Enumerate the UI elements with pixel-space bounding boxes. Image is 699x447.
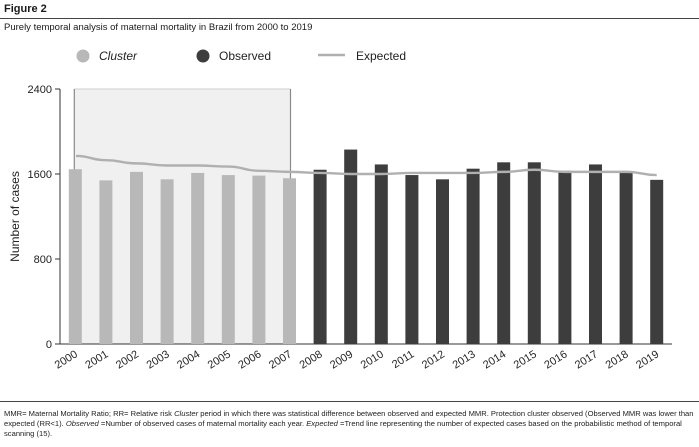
observed-bar — [313, 169, 327, 344]
figure-label: Figure 2 — [4, 3, 47, 15]
figure-caption: MMR= Maternal Mortality Ratio; RR= Relat… — [4, 409, 694, 439]
observed-bar — [374, 164, 388, 344]
y-tick-label: 0 — [46, 339, 52, 351]
cluster-bar — [283, 178, 296, 344]
top-rule — [0, 18, 699, 19]
caption-cluster-definition: period in which there was statistical di… — [4, 409, 694, 428]
observed-bar — [497, 162, 511, 344]
cluster-bar — [191, 172, 205, 344]
cluster-bar — [99, 180, 113, 344]
x-tick-label: 2004 — [175, 348, 202, 371]
chart-title: Purely temporal analysis of maternal mor… — [4, 22, 313, 33]
x-tick-label: 2011 — [390, 348, 416, 371]
x-tick-label: 2013 — [451, 348, 478, 371]
x-tick-label: 2015 — [512, 348, 539, 371]
x-tick-label: 2005 — [206, 348, 233, 371]
caption-expected-definition: =Trend line representing the number of e… — [4, 419, 682, 438]
x-tick-label: 2018 — [604, 348, 631, 371]
caption-observed-word: Observed — [65, 419, 99, 428]
cluster-bar — [68, 169, 82, 344]
legend-label: Observed — [219, 49, 271, 63]
x-tick-label: 2000 — [53, 348, 80, 371]
legend-swatch — [196, 49, 210, 63]
cluster-bar — [221, 175, 235, 344]
cluster-bar — [160, 179, 174, 344]
x-tick-label: 2017 — [573, 348, 600, 371]
y-axis-label: Number of cases — [8, 171, 22, 262]
x-tick-label: 2007 — [267, 348, 294, 371]
x-tick-label: 2012 — [420, 348, 447, 371]
x-tick-label: 2019 — [634, 348, 661, 371]
observed-bar — [589, 164, 602, 344]
y-tick-label: 800 — [34, 254, 52, 266]
cluster-bar — [130, 171, 143, 344]
x-tick-label: 2014 — [481, 348, 508, 371]
observed-bar — [436, 179, 449, 344]
legend-swatch — [76, 49, 90, 63]
observed-bar — [405, 175, 419, 344]
observed-bar — [466, 168, 480, 344]
y-tick-label: 2400 — [28, 84, 52, 96]
x-tick-label: 2009 — [328, 348, 355, 371]
caption-cluster-word: Cluster — [174, 409, 199, 418]
observed-bar — [344, 149, 358, 344]
x-tick-label: 2008 — [298, 348, 325, 371]
legend-label: Expected — [356, 49, 406, 63]
x-tick-label: 2006 — [236, 348, 263, 371]
x-tick-label: 2002 — [114, 348, 141, 371]
observed-bar — [619, 172, 633, 344]
bottom-rule — [0, 401, 699, 402]
caption-mmr-definition: MMR= Maternal Mortality Ratio; RR= Relat… — [4, 409, 175, 418]
observed-bar — [558, 170, 572, 344]
caption-expected-word: Expected — [306, 419, 338, 428]
y-tick-label: 1600 — [28, 169, 52, 181]
observed-bar — [527, 162, 541, 344]
caption-observed-definition: =Number of observed cases of maternal mo… — [98, 419, 307, 428]
expected-trend-line — [75, 154, 657, 177]
cluster-bar — [252, 175, 266, 344]
x-tick-label: 2016 — [542, 348, 569, 371]
x-tick-label: 2001 — [83, 348, 110, 371]
x-tick-label: 2010 — [359, 348, 386, 371]
legend-label: Cluster — [99, 49, 138, 63]
x-tick-label: 2003 — [145, 348, 172, 371]
observed-bar — [650, 179, 664, 344]
